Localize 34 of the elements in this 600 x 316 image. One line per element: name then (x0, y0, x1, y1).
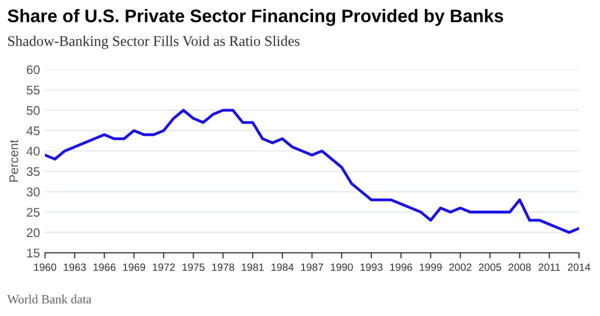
y-tick-label: 35 (26, 167, 40, 176)
y-tick-label: 30 (26, 188, 40, 196)
x-tick-label: 2002 (449, 263, 472, 271)
y-tick-label: 40 (26, 146, 40, 156)
y-tick-label: 45 (26, 126, 40, 136)
y-tick-label: 20 (26, 228, 40, 238)
y-tick-label: 55 (26, 86, 40, 95)
x-tick-label: 1972 (152, 263, 175, 271)
y-tick-label: 15 (27, 248, 40, 258)
x-tick-label: 1984 (272, 263, 294, 271)
x-tick-label: 2011 (538, 263, 560, 271)
y-tick-label: 50 (26, 106, 40, 115)
x-tick-label: 2014 (568, 263, 590, 271)
x-tick-label: 1981 (242, 263, 264, 271)
chart-subtitle: Shadow-Banking Sector Fills Void as Ratio Slides (8, 36, 300, 49)
x-tick-label: 2008 (508, 263, 531, 271)
line-series (45, 108, 579, 234)
x-tick-label: 1987 (301, 263, 324, 271)
x-tick-label: 1978 (212, 263, 234, 271)
x-tick-label: 1960 (34, 263, 56, 271)
x-tick-label: 1966 (94, 263, 116, 271)
text: World Bank data (7, 294, 92, 304)
y-tick-label: 25 (26, 208, 40, 217)
x-tick-label: 1975 (182, 263, 204, 271)
x-tick-label: 1999 (420, 263, 442, 271)
x-tick-label: 2005 (478, 263, 502, 271)
y-tick-label: 60 (26, 65, 40, 74)
x-tick-label: 1993 (360, 263, 382, 271)
y-axis-title: Percent (9, 140, 18, 182)
x-tick-label: 1996 (390, 263, 412, 271)
x-tick-label: 1990 (330, 263, 353, 271)
x-tick-label: 1969 (123, 263, 146, 271)
chart-title: Share of U.S. Private Sector Financing Provided by Banks (8, 9, 504, 26)
x-tick-label: 1963 (64, 263, 86, 271)
